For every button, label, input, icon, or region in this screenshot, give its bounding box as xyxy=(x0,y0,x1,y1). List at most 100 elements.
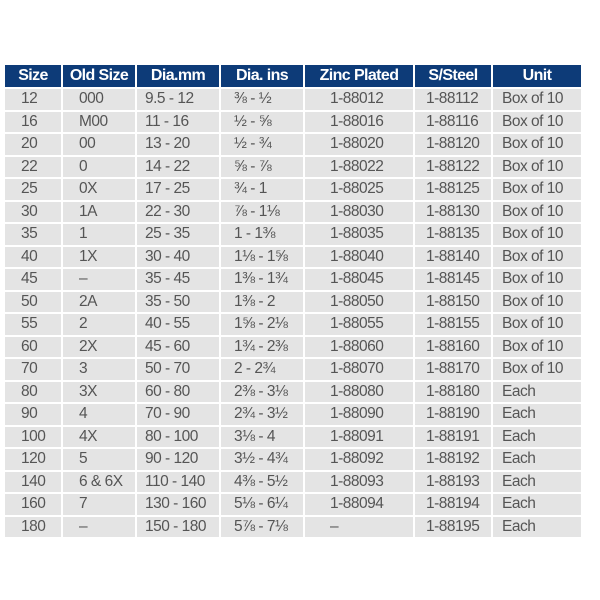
cell-zinc-plated: 1-88055 xyxy=(305,314,413,335)
table-row: 12 000 9.5 - 12 ⅜ - ½ 1-88012 1-88112 Box of 1… xyxy=(5,89,581,110)
cell-dia-ins: 1⅜ - 1¾ xyxy=(221,269,303,290)
cell-zinc-plated: 1-88050 xyxy=(305,291,413,312)
cell-unit: Box of 10 xyxy=(493,269,581,290)
cell-size: 20 xyxy=(5,134,61,155)
cell-dia-mm: 130 - 160 xyxy=(137,494,219,515)
cell-dia-ins: 1⅛ - 1⅝ xyxy=(221,246,303,267)
cell-size: 60 xyxy=(5,336,61,357)
cell-size: 140 xyxy=(5,471,61,492)
cell-size: 30 xyxy=(5,201,61,222)
cell-old-size: – xyxy=(63,269,135,290)
table-row: 80 3X 60 - 80 2⅜ - 3⅛ 1-88080 1-88180 Each xyxy=(5,381,581,402)
cell-old-size: M00 xyxy=(63,111,135,132)
cell-s-steel: 1-88130 xyxy=(415,201,491,222)
header-size: Size xyxy=(5,65,61,87)
cell-zinc-plated: 1-88045 xyxy=(305,269,413,290)
table-row: 60 2X 45 - 60 1¾ - 2⅜ 1-88060 1-88160 Box of 1… xyxy=(5,336,581,357)
cell-old-size: 7 xyxy=(63,494,135,515)
cell-dia-mm: 80 - 100 xyxy=(137,426,219,447)
cell-unit: Box of 10 xyxy=(493,336,581,357)
cell-s-steel: 1-88140 xyxy=(415,246,491,267)
cell-dia-mm: 110 - 140 xyxy=(137,471,219,492)
cell-size: 25 xyxy=(5,179,61,200)
cell-size: 90 xyxy=(5,404,61,425)
cell-s-steel: 1-88125 xyxy=(415,179,491,200)
cell-s-steel: 1-88194 xyxy=(415,494,491,515)
cell-zinc-plated: 1-88016 xyxy=(305,111,413,132)
cell-dia-ins: 5⅛ - 6¼ xyxy=(221,494,303,515)
cell-dia-ins: 2¾ - 3½ xyxy=(221,404,303,425)
cell-zinc-plated: 1-88040 xyxy=(305,246,413,267)
table-row: 180–150 - 180 5⅞ - 7⅛ –1-88195 Each xyxy=(5,516,581,537)
cell-dia-mm: 14 - 22 xyxy=(137,156,219,177)
cell-unit: Box of 10 xyxy=(493,201,581,222)
cell-zinc-plated: 1-88022 xyxy=(305,156,413,177)
cell-size: 40 xyxy=(5,246,61,267)
cell-size: 70 xyxy=(5,359,61,380)
cell-s-steel: 1-88120 xyxy=(415,134,491,155)
cell-dia-mm: 35 - 50 xyxy=(137,291,219,312)
cell-unit: Box of 10 xyxy=(493,359,581,380)
cell-zinc-plated: 1-88092 xyxy=(305,449,413,470)
cell-dia-ins: 4⅜ - 5½ xyxy=(221,471,303,492)
cell-zinc-plated: 1-88020 xyxy=(305,134,413,155)
header-s-steel: S/Steel xyxy=(415,65,491,87)
cell-dia-ins: 1 - 1⅜ xyxy=(221,224,303,245)
table-row: 35 1 25 - 35 1 - 1⅜ 1-88035 1-88135 Box of 10 xyxy=(5,224,581,245)
cell-dia-ins: ½ - ¾ xyxy=(221,134,303,155)
cell-old-size: 1X xyxy=(63,246,135,267)
table-row: 55 2 40 - 55 1⅝ - 2⅛ 1-88055 1-88155 Box of 10 xyxy=(5,314,581,335)
cell-zinc-plated: 1-88093 xyxy=(305,471,413,492)
table-row: 160 7 130 - 160 5⅛ - 6¼ 1-88094 1-88194 Each xyxy=(5,494,581,515)
cell-dia-mm: 25 - 35 xyxy=(137,224,219,245)
cell-dia-mm: 17 - 25 xyxy=(137,179,219,200)
cell-zinc-plated: 1-88025 xyxy=(305,179,413,200)
table-row: 25 0X 17 - 25 ¾ - 1 1-88025 1-88125 Box of 10 xyxy=(5,179,581,200)
cell-dia-mm: 70 - 90 xyxy=(137,404,219,425)
header-dia-ins: Dia. ins xyxy=(221,65,303,87)
cell-dia-mm: 60 - 80 xyxy=(137,381,219,402)
cell-old-size: 2X xyxy=(63,336,135,357)
cell-old-size: 3 xyxy=(63,359,135,380)
cell-zinc-plated: 1-88012 xyxy=(305,89,413,110)
cell-dia-mm: 22 - 30 xyxy=(137,201,219,222)
cell-unit: Box of 10 xyxy=(493,314,581,335)
cell-unit: Each xyxy=(493,494,581,515)
cell-unit: Each xyxy=(493,516,581,537)
cell-s-steel: 1-88190 xyxy=(415,404,491,425)
cell-unit: Box of 10 xyxy=(493,291,581,312)
cell-s-steel: 1-88180 xyxy=(415,381,491,402)
table-row: 70 3 50 - 70 2 - 2¾ 1-88070 1-88170 Box of 10 xyxy=(5,359,581,380)
cell-unit: Box of 10 xyxy=(493,134,581,155)
cell-unit: Box of 10 xyxy=(493,246,581,267)
cell-size: 16 xyxy=(5,111,61,132)
cell-dia-ins: 3½ - 4¾ xyxy=(221,449,303,470)
cell-unit: Box of 10 xyxy=(493,179,581,200)
cell-unit: Box of 10 xyxy=(493,224,581,245)
cell-dia-ins: 1⅝ - 2⅛ xyxy=(221,314,303,335)
cell-size: 22 xyxy=(5,156,61,177)
cell-zinc-plated: – xyxy=(305,516,413,537)
cell-dia-ins: ⅝ - ⅞ xyxy=(221,156,303,177)
cell-dia-mm: 11 - 16 xyxy=(137,111,219,132)
cell-s-steel: 1-88116 xyxy=(415,111,491,132)
cell-old-size: 0 xyxy=(63,156,135,177)
cell-unit: Each xyxy=(493,381,581,402)
cell-zinc-plated: 1-88060 xyxy=(305,336,413,357)
cell-s-steel: 1-88160 xyxy=(415,336,491,357)
cell-old-size: 2 xyxy=(63,314,135,335)
cell-dia-mm: 40 - 55 xyxy=(137,314,219,335)
header-dia-mm: Dia.mm xyxy=(137,65,219,87)
cell-old-size: 4 xyxy=(63,404,135,425)
table-row: 22 0 14 - 22 ⅝ - ⅞ 1-88022 1-88122 Box of 10 xyxy=(5,156,581,177)
cell-old-size: – xyxy=(63,516,135,537)
cell-dia-mm: 150 - 180 xyxy=(137,516,219,537)
cell-dia-ins: ⅞ - 1⅛ xyxy=(221,201,303,222)
cell-size: 120 xyxy=(5,449,61,470)
cell-s-steel: 1-88155 xyxy=(415,314,491,335)
cell-dia-mm: 90 - 120 xyxy=(137,449,219,470)
table-row: 30 1A 22 - 30 ⅞ - 1⅛ 1-88030 1-88130 Box of 10 xyxy=(5,201,581,222)
cell-zinc-plated: 1-88035 xyxy=(305,224,413,245)
cell-old-size: 2A xyxy=(63,291,135,312)
cell-s-steel: 1-88145 xyxy=(415,269,491,290)
